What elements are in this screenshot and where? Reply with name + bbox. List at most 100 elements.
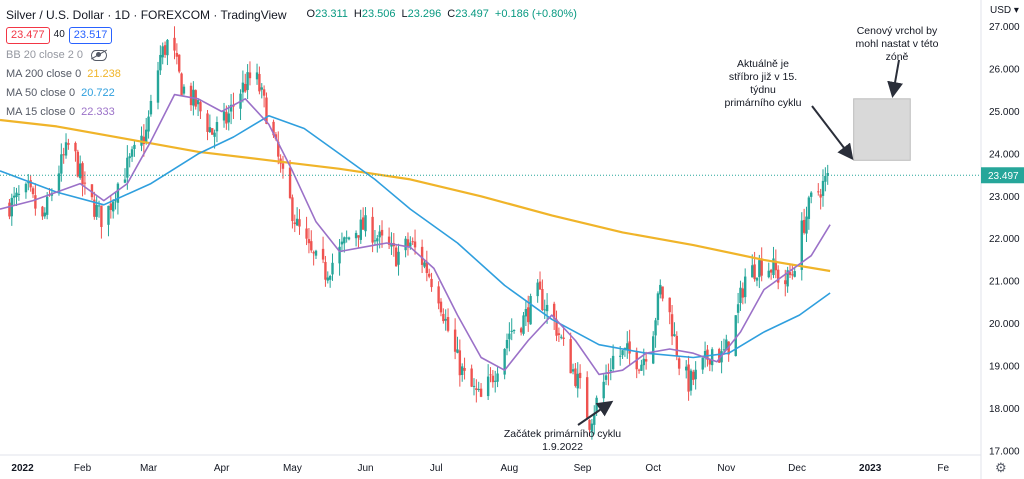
- candle-body: [628, 341, 631, 354]
- candle-body: [538, 281, 542, 290]
- candle-body: [437, 286, 440, 304]
- candle-body: [126, 157, 129, 178]
- candle-body: [364, 215, 367, 232]
- candle-body: [107, 205, 110, 225]
- candle-body: [359, 219, 363, 240]
- currency-selector[interactable]: USD ▾: [990, 5, 1019, 16]
- candle-body: [397, 251, 400, 265]
- candle-body: [427, 273, 431, 277]
- candle-body: [491, 375, 495, 383]
- y-tick-label: 25.000: [989, 107, 1020, 118]
- gear-icon[interactable]: ⚙: [995, 460, 1007, 475]
- candle-body: [149, 100, 153, 115]
- x-tick-label: Feb: [74, 463, 92, 474]
- candle-body: [661, 286, 664, 299]
- eye-hidden-icon[interactable]: [91, 50, 108, 61]
- candle-body: [486, 376, 490, 397]
- candle-body: [130, 149, 134, 157]
- candle-body: [225, 111, 228, 124]
- candle-body: [324, 261, 327, 280]
- candle-body: [668, 297, 671, 313]
- candle-body: [758, 260, 761, 278]
- candle-body: [444, 318, 447, 321]
- legend-ma50-row[interactable]: MA 50 close 0 20.722: [6, 84, 577, 103]
- candle-body: [640, 364, 643, 371]
- candle-body: [298, 219, 301, 227]
- bid-price-button[interactable]: 23.477: [6, 26, 50, 44]
- x-tick-label: 2023: [859, 463, 882, 474]
- y-tick-label: 23.000: [989, 192, 1020, 203]
- candle-body: [199, 102, 202, 112]
- candle-body: [387, 236, 391, 245]
- x-tick-label: Apr: [214, 463, 230, 474]
- candle-body: [272, 121, 275, 136]
- x-tick-label: Oct: [645, 463, 661, 474]
- candle-body: [708, 359, 712, 365]
- x-tick-label: 2022: [11, 463, 34, 474]
- candle-body: [442, 313, 445, 322]
- legend-ma15-row[interactable]: MA 15 close 0 22.333: [6, 103, 577, 122]
- candle-body: [211, 128, 214, 135]
- candle-body: [751, 265, 754, 278]
- legend-ma200-row[interactable]: MA 200 close 0 21.238: [6, 65, 577, 84]
- ma15-value: 22.333: [81, 106, 115, 118]
- candle-body: [293, 222, 296, 225]
- candle-body: [57, 173, 61, 193]
- candle-body: [34, 195, 37, 209]
- candle-body: [305, 228, 308, 239]
- candle-body: [326, 277, 329, 281]
- ask-price-button[interactable]: 23.517: [68, 26, 113, 44]
- legend-bb-row[interactable]: BB 20 close 2 0: [6, 46, 577, 65]
- candle-body: [222, 111, 226, 121]
- candle-body: [824, 175, 827, 182]
- candle-body: [166, 39, 169, 56]
- candle-body: [189, 85, 193, 106]
- candle-body: [328, 275, 332, 280]
- candle-body: [241, 82, 245, 93]
- candle-body: [76, 151, 80, 177]
- candle-body: [810, 192, 813, 197]
- y-tick-label: 27.000: [989, 22, 1020, 33]
- y-tick-label: 18.000: [989, 404, 1020, 415]
- candle-body: [819, 194, 822, 198]
- candle-body: [97, 205, 101, 207]
- candle-body: [578, 372, 582, 379]
- candle-body: [255, 72, 259, 80]
- candle-body: [111, 201, 115, 212]
- candle-body: [574, 368, 577, 386]
- candle-body: [571, 369, 575, 372]
- candle-body: [472, 385, 476, 387]
- candle-body: [123, 179, 127, 183]
- candle-body: [288, 167, 292, 198]
- candle-body: [281, 163, 285, 169]
- candle-body: [590, 423, 594, 432]
- candle-body: [725, 339, 728, 350]
- candle-body: [453, 329, 457, 352]
- candle-body: [295, 218, 299, 226]
- x-tick-label: Jun: [357, 463, 373, 474]
- candle-body: [701, 357, 704, 370]
- x-tick-label: Jul: [430, 463, 443, 474]
- candle-body: [371, 216, 374, 243]
- candle-body: [557, 333, 561, 335]
- candle-body: [609, 369, 612, 372]
- x-tick-label: Fe: [937, 463, 949, 474]
- candle-body: [593, 414, 596, 425]
- candle-body: [510, 330, 513, 332]
- candle-body: [114, 200, 117, 202]
- ohlc-high-key: H: [353, 8, 362, 20]
- candle-body: [246, 72, 249, 90]
- candle-body: [404, 238, 407, 251]
- candle-body: [409, 242, 412, 247]
- x-tick-label: Aug: [500, 463, 518, 474]
- candle-body: [331, 262, 334, 275]
- candle-body: [718, 349, 721, 363]
- x-tick-label: Mar: [140, 463, 158, 474]
- candle-body: [626, 343, 629, 351]
- y-tick-label: 24.000: [989, 149, 1020, 160]
- arrow-to-cycle-start: [577, 400, 614, 426]
- candle-body: [618, 355, 622, 357]
- last-price-tag: [981, 167, 1024, 184]
- candle-body: [142, 136, 146, 144]
- candle-body: [420, 246, 424, 265]
